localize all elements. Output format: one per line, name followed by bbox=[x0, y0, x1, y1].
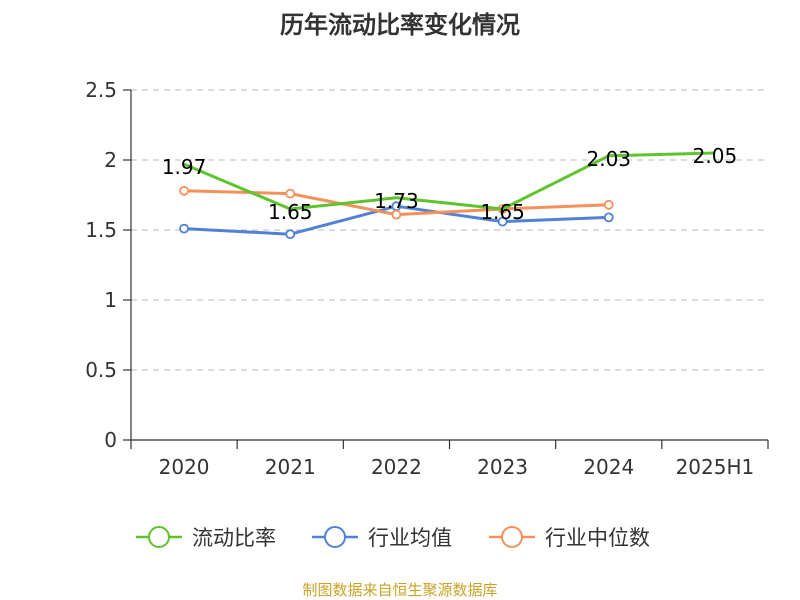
data-point bbox=[603, 199, 614, 210]
legend-item: 行业中位数 bbox=[489, 526, 650, 550]
data-point bbox=[285, 229, 296, 240]
axes: 0 0.5 1 1.5 2 2.5 2020 2021 2022 2023 2024 2025H1 bbox=[85, 78, 769, 479]
data-label: 1.97 bbox=[162, 155, 207, 179]
data-point bbox=[285, 188, 296, 199]
series-group bbox=[179, 151, 715, 240]
legend-label: 行业中位数 bbox=[545, 526, 650, 550]
x-tick-label: 2021 bbox=[265, 455, 316, 479]
data-label: 2.05 bbox=[693, 144, 738, 168]
data-point bbox=[179, 185, 189, 196]
legend-label: 流动比率 bbox=[192, 526, 276, 550]
legend-marker bbox=[148, 526, 170, 548]
x-tick-label: 2023 bbox=[477, 455, 528, 479]
legend: 流动比率 行业均值 行业中位数 bbox=[136, 526, 650, 550]
source-note: 制图数据来自恒生聚源数据库 bbox=[302, 581, 497, 599]
data-point bbox=[603, 212, 614, 223]
x-tick-label: 2024 bbox=[583, 455, 634, 479]
y-tick-label: 2 bbox=[104, 148, 117, 172]
data-label: 1.73 bbox=[374, 189, 419, 213]
series-line bbox=[183, 151, 715, 211]
legend-marker bbox=[324, 526, 346, 548]
data-label: 2.03 bbox=[586, 147, 631, 171]
y-tick-label: 0.5 bbox=[85, 358, 117, 382]
data-point bbox=[497, 216, 508, 227]
chart-title: 历年流动比率变化情况 bbox=[280, 11, 520, 39]
y-tick-label: 0 bbox=[104, 428, 117, 452]
data-label: 1.65 bbox=[480, 200, 525, 224]
y-tick-label: 2.5 bbox=[85, 78, 117, 102]
legend-label: 行业均值 bbox=[368, 526, 452, 550]
legend-item: 行业均值 bbox=[312, 526, 452, 550]
legend-marker bbox=[501, 526, 523, 548]
data-point bbox=[179, 223, 189, 234]
y-tick-label: 1.5 bbox=[85, 218, 117, 242]
data-label: 1.65 bbox=[268, 200, 313, 224]
data-labels: 1.97 1.65 1.73 1.65 2.03 2.05 bbox=[162, 144, 737, 224]
x-tick-label: 2025H1 bbox=[676, 455, 755, 479]
x-tick-label: 2022 bbox=[371, 455, 422, 479]
grid-lines bbox=[131, 89, 768, 371]
x-tick-label: 2020 bbox=[159, 455, 210, 479]
data-point bbox=[391, 209, 402, 220]
y-tick-label: 1 bbox=[104, 288, 117, 312]
legend-item: 流动比率 bbox=[136, 526, 276, 550]
